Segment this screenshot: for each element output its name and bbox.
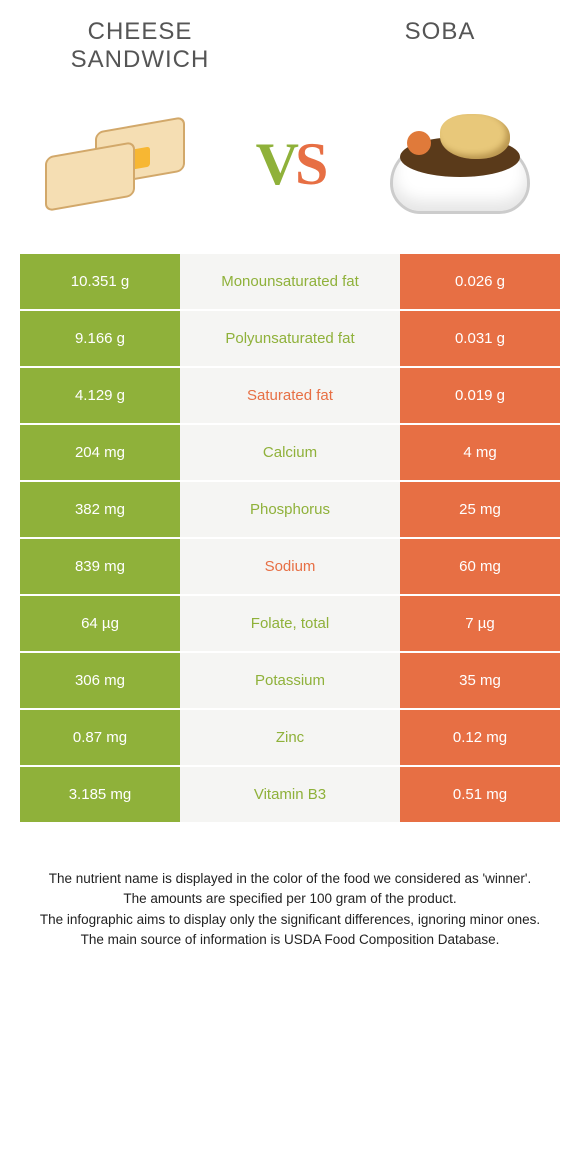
table-row: 306 mgPotassium35 mg [20, 653, 560, 710]
nutrient-name: Potassium [180, 653, 400, 710]
left-value: 204 mg [20, 425, 180, 482]
right-value: 35 mg [400, 653, 560, 710]
table-row: 382 mgPhosphorus25 mg [20, 482, 560, 539]
left-value: 839 mg [20, 539, 180, 596]
left-value: 64 µg [20, 596, 180, 653]
table-row: 10.351 gMonounsaturated fat0.026 g [20, 254, 560, 311]
nutrient-name: Vitamin B3 [180, 767, 400, 824]
footnote-line: The main source of information is USDA F… [35, 930, 545, 950]
nutrient-name: Folate, total [180, 596, 400, 653]
left-value: 9.166 g [20, 311, 180, 368]
vs-v: V [256, 131, 295, 197]
right-value: 0.031 g [400, 311, 560, 368]
nutrient-name: Zinc [180, 710, 400, 767]
right-food-title: Soba [340, 18, 540, 46]
footnote-line: The infographic aims to display only the… [35, 910, 545, 930]
nutrient-table: 10.351 gMonounsaturated fat0.026 g9.166 … [20, 254, 560, 824]
nutrient-name: Phosphorus [180, 482, 400, 539]
nutrient-name: Monounsaturated fat [180, 254, 400, 311]
left-food-title: Cheese Sandwich [40, 18, 240, 74]
vs-label: VS [256, 130, 325, 199]
right-value: 0.019 g [400, 368, 560, 425]
table-row: 0.87 mgZinc0.12 mg [20, 710, 560, 767]
header: Cheese Sandwich Soba [0, 0, 580, 84]
table-row: 64 µgFolate, total7 µg [20, 596, 560, 653]
nutrient-name: Sodium [180, 539, 400, 596]
left-value: 10.351 g [20, 254, 180, 311]
right-value: 7 µg [400, 596, 560, 653]
table-row: 4.129 gSaturated fat0.019 g [20, 368, 560, 425]
table-row: 839 mgSodium60 mg [20, 539, 560, 596]
right-value: 0.026 g [400, 254, 560, 311]
vs-s: S [295, 131, 324, 197]
right-value: 4 mg [400, 425, 560, 482]
right-value: 25 mg [400, 482, 560, 539]
hero-row: VS [0, 84, 580, 254]
right-food-image [370, 104, 550, 224]
left-value: 382 mg [20, 482, 180, 539]
nutrient-name: Calcium [180, 425, 400, 482]
left-value: 306 mg [20, 653, 180, 710]
table-row: 204 mgCalcium4 mg [20, 425, 560, 482]
nutrient-name: Polyunsaturated fat [180, 311, 400, 368]
footnote-line: The amounts are specified per 100 gram o… [35, 889, 545, 909]
table-row: 9.166 gPolyunsaturated fat0.031 g [20, 311, 560, 368]
footnotes: The nutrient name is displayed in the co… [0, 824, 580, 950]
left-food-image [30, 104, 210, 224]
left-value: 3.185 mg [20, 767, 180, 824]
soba-icon [385, 109, 535, 219]
left-value: 4.129 g [20, 368, 180, 425]
table-row: 3.185 mgVitamin B30.51 mg [20, 767, 560, 824]
left-value: 0.87 mg [20, 710, 180, 767]
nutrient-name: Saturated fat [180, 368, 400, 425]
right-value: 0.51 mg [400, 767, 560, 824]
right-value: 60 mg [400, 539, 560, 596]
sandwich-icon [40, 119, 200, 209]
footnote-line: The nutrient name is displayed in the co… [35, 869, 545, 889]
right-value: 0.12 mg [400, 710, 560, 767]
